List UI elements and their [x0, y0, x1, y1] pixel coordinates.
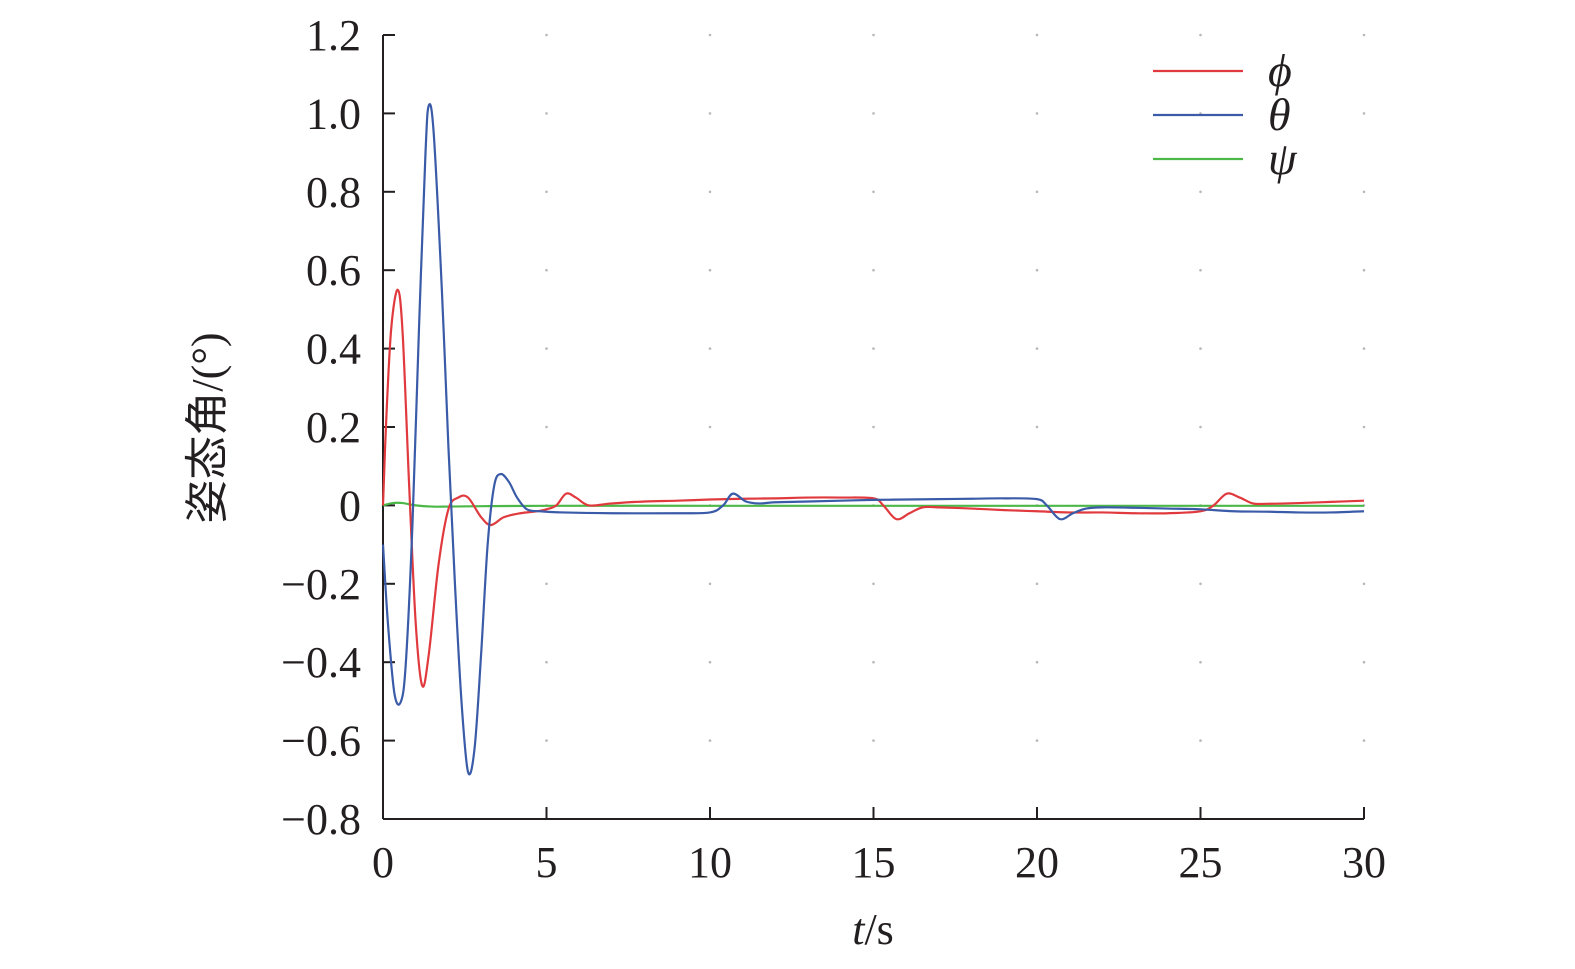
x-tick-label: 15 [852, 838, 896, 887]
y-tick-label: 0.6 [306, 246, 361, 295]
legend-label: θ [1268, 89, 1291, 140]
y-tick-label: 0.4 [306, 325, 361, 374]
grid-dot [1362, 739, 1366, 742]
grid-dot [545, 660, 548, 664]
grid-dot [872, 33, 875, 37]
grid-dot [1362, 268, 1366, 272]
y-axis-title: 姿态角/(°) [183, 332, 232, 523]
y-tick-label: 0.2 [306, 403, 361, 452]
grid-dot [1035, 33, 1039, 37]
grid-dot [1362, 112, 1366, 115]
grid-dot [708, 739, 712, 742]
grid-dot [1362, 425, 1366, 429]
grid-dot [1035, 190, 1039, 194]
grid-dot [545, 112, 548, 115]
grid-dot [1035, 582, 1039, 586]
grid-dot [1035, 739, 1039, 742]
series-lines [381, 103, 1365, 776]
grid-dot [872, 660, 875, 664]
grid-dot [545, 582, 548, 586]
grid-dot [708, 582, 712, 586]
grid-dot [1035, 660, 1039, 664]
grid-dot [1199, 190, 1202, 194]
grid-dot [545, 190, 548, 194]
legend-label: ψ [1268, 133, 1298, 184]
grid-dot [1199, 739, 1202, 742]
axis-ticks: 0 5 10 15 20 25 30 1.2 1.0 0.8 0.6 0.4 0.2 0 −0.2 −0.4 −… [281, 11, 1386, 887]
grid-dot [545, 268, 548, 272]
x-tick-label: 5 [536, 838, 558, 887]
grid-dot [545, 425, 548, 429]
grid-dot [1362, 347, 1366, 350]
x-axis-title-var: t [852, 905, 866, 954]
grid-dot [1199, 33, 1202, 37]
legend: ϕθψ [1153, 45, 1298, 184]
grid-dot [708, 190, 712, 194]
grid-dot [708, 268, 712, 272]
grid-dot [1035, 112, 1039, 115]
grid-dot [1199, 425, 1202, 429]
y-tick-label: 0 [339, 481, 361, 530]
grid-dot [1199, 660, 1202, 664]
y-tick-label: −0.8 [281, 795, 361, 844]
grid-dot [872, 739, 875, 742]
y-tick-label: −0.2 [281, 560, 361, 609]
grid-dot [872, 112, 875, 115]
grid-dot [872, 347, 875, 350]
x-axis-title-unit: /s [864, 905, 893, 954]
grid-dot [708, 425, 712, 429]
grid-dot [545, 739, 548, 742]
y-tick-label: 0.8 [306, 168, 361, 217]
grid-dot [708, 660, 712, 664]
grid-dot [872, 425, 875, 429]
grid-dot [1035, 347, 1039, 350]
y-tick-label: −0.6 [281, 717, 361, 766]
y-tick-label: 1.0 [306, 89, 361, 138]
grid-dot [1199, 347, 1202, 350]
series-line [381, 103, 1365, 776]
x-tick-label: 10 [688, 838, 732, 887]
x-tick-label: 30 [1342, 838, 1386, 887]
x-tick-label: 20 [1015, 838, 1059, 887]
grid-dot [545, 33, 548, 37]
grid-lines [545, 33, 1366, 742]
grid-dot [872, 268, 875, 272]
grid-dot [872, 582, 875, 586]
y-tick-label: −0.4 [281, 638, 361, 687]
x-tick-label: 0 [372, 838, 394, 887]
y-tick-label: 1.2 [306, 11, 361, 60]
series-line [381, 288, 1365, 688]
grid-dot [1362, 190, 1366, 194]
grid-dot [1199, 582, 1202, 586]
grid-dot [708, 347, 712, 350]
x-axis-title: t/s [852, 905, 894, 954]
grid-dot [1362, 33, 1366, 37]
grid-dot [1199, 268, 1202, 272]
grid-dot [545, 347, 548, 350]
grid-dot [1035, 425, 1039, 429]
legend-label: ϕ [1268, 45, 1292, 96]
grid-dot [1362, 660, 1366, 664]
grid-dot [1362, 582, 1366, 586]
grid-dot [872, 190, 875, 194]
grid-dot [708, 33, 712, 37]
x-tick-label: 25 [1179, 838, 1223, 887]
grid-dot [1035, 268, 1039, 272]
grid-dot [708, 112, 712, 115]
